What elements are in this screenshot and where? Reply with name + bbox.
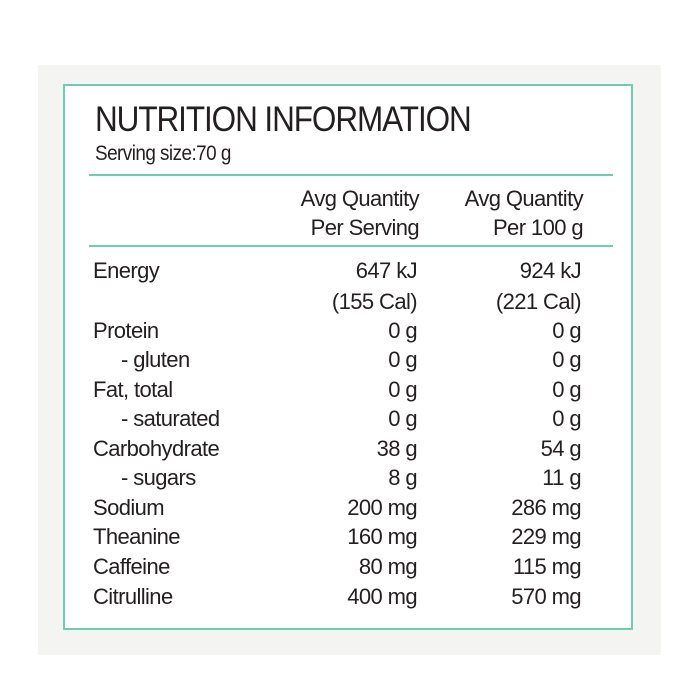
row-value-per-serving: 200 mg xyxy=(347,495,417,520)
panel-title: NUTRITION INFORMATION xyxy=(95,100,472,139)
row-value-per-100g: 0 g xyxy=(552,347,581,372)
column-header-line: Avg Quantity xyxy=(300,186,420,211)
row-value-per-100g: 54 g xyxy=(540,436,582,461)
row-value-per-100g: 0 g xyxy=(552,377,581,402)
row-name: Theanine xyxy=(93,524,181,549)
row-value-per-100g: 0 g xyxy=(552,318,581,343)
row-value-per-100g: (221 Cal) xyxy=(495,289,582,314)
row-value-per-serving: 647 kJ xyxy=(355,258,418,283)
row-value-per-serving: 8 g xyxy=(388,465,417,490)
column-header-line: Per Serving xyxy=(310,215,420,240)
row-name: Sodium xyxy=(93,495,165,520)
row-name: - sugars xyxy=(121,465,196,490)
row-value-per-100g: 11 g xyxy=(542,465,581,490)
row-value-per-serving: 38 g xyxy=(376,436,418,461)
nutrition-panel: NUTRITION INFORMATION Serving size:70 g … xyxy=(63,84,633,630)
row-value-per-100g: 229 mg xyxy=(511,524,581,549)
row-value-per-serving: 400 mg xyxy=(347,584,417,609)
row-value-per-serving: (155 Cal) xyxy=(331,289,418,314)
column-header-line: Per 100 g xyxy=(492,215,584,240)
row-value-per-serving: 0 g xyxy=(388,318,417,343)
row-value-per-100g: 924 kJ xyxy=(519,258,582,283)
row-name: Fat, total xyxy=(93,377,173,402)
divider-top xyxy=(89,174,613,176)
row-value-per-serving: 0 g xyxy=(388,377,417,402)
row-name: - saturated xyxy=(121,406,220,431)
row-value-per-100g: 286 mg xyxy=(511,495,581,520)
column-header-per-serving: Avg Quantity Per Serving xyxy=(300,184,420,242)
row-name: Protein xyxy=(93,318,159,343)
row-value-per-100g: 570 mg xyxy=(511,584,581,609)
row-name: Caffeine xyxy=(93,554,170,579)
row-value-per-100g: 115 mg xyxy=(512,554,582,579)
row-name: Carbohydrate xyxy=(93,436,220,461)
serving-size: Serving size:70 g xyxy=(95,142,231,165)
row-name: Citrulline xyxy=(93,584,173,609)
row-value-per-100g: 0 g xyxy=(552,406,581,431)
row-value-per-serving: 80 mg xyxy=(358,554,418,579)
row-name: - gluten xyxy=(121,347,190,372)
row-value-per-serving: 0 g xyxy=(388,347,417,372)
row-name: Energy xyxy=(93,258,160,283)
divider-header xyxy=(89,245,613,247)
column-header-per-100g: Avg Quantity Per 100 g xyxy=(464,184,584,242)
row-value-per-serving: 0 g xyxy=(388,406,417,431)
row-value-per-serving: 160 mg xyxy=(347,524,417,549)
column-header-line: Avg Quantity xyxy=(464,186,584,211)
